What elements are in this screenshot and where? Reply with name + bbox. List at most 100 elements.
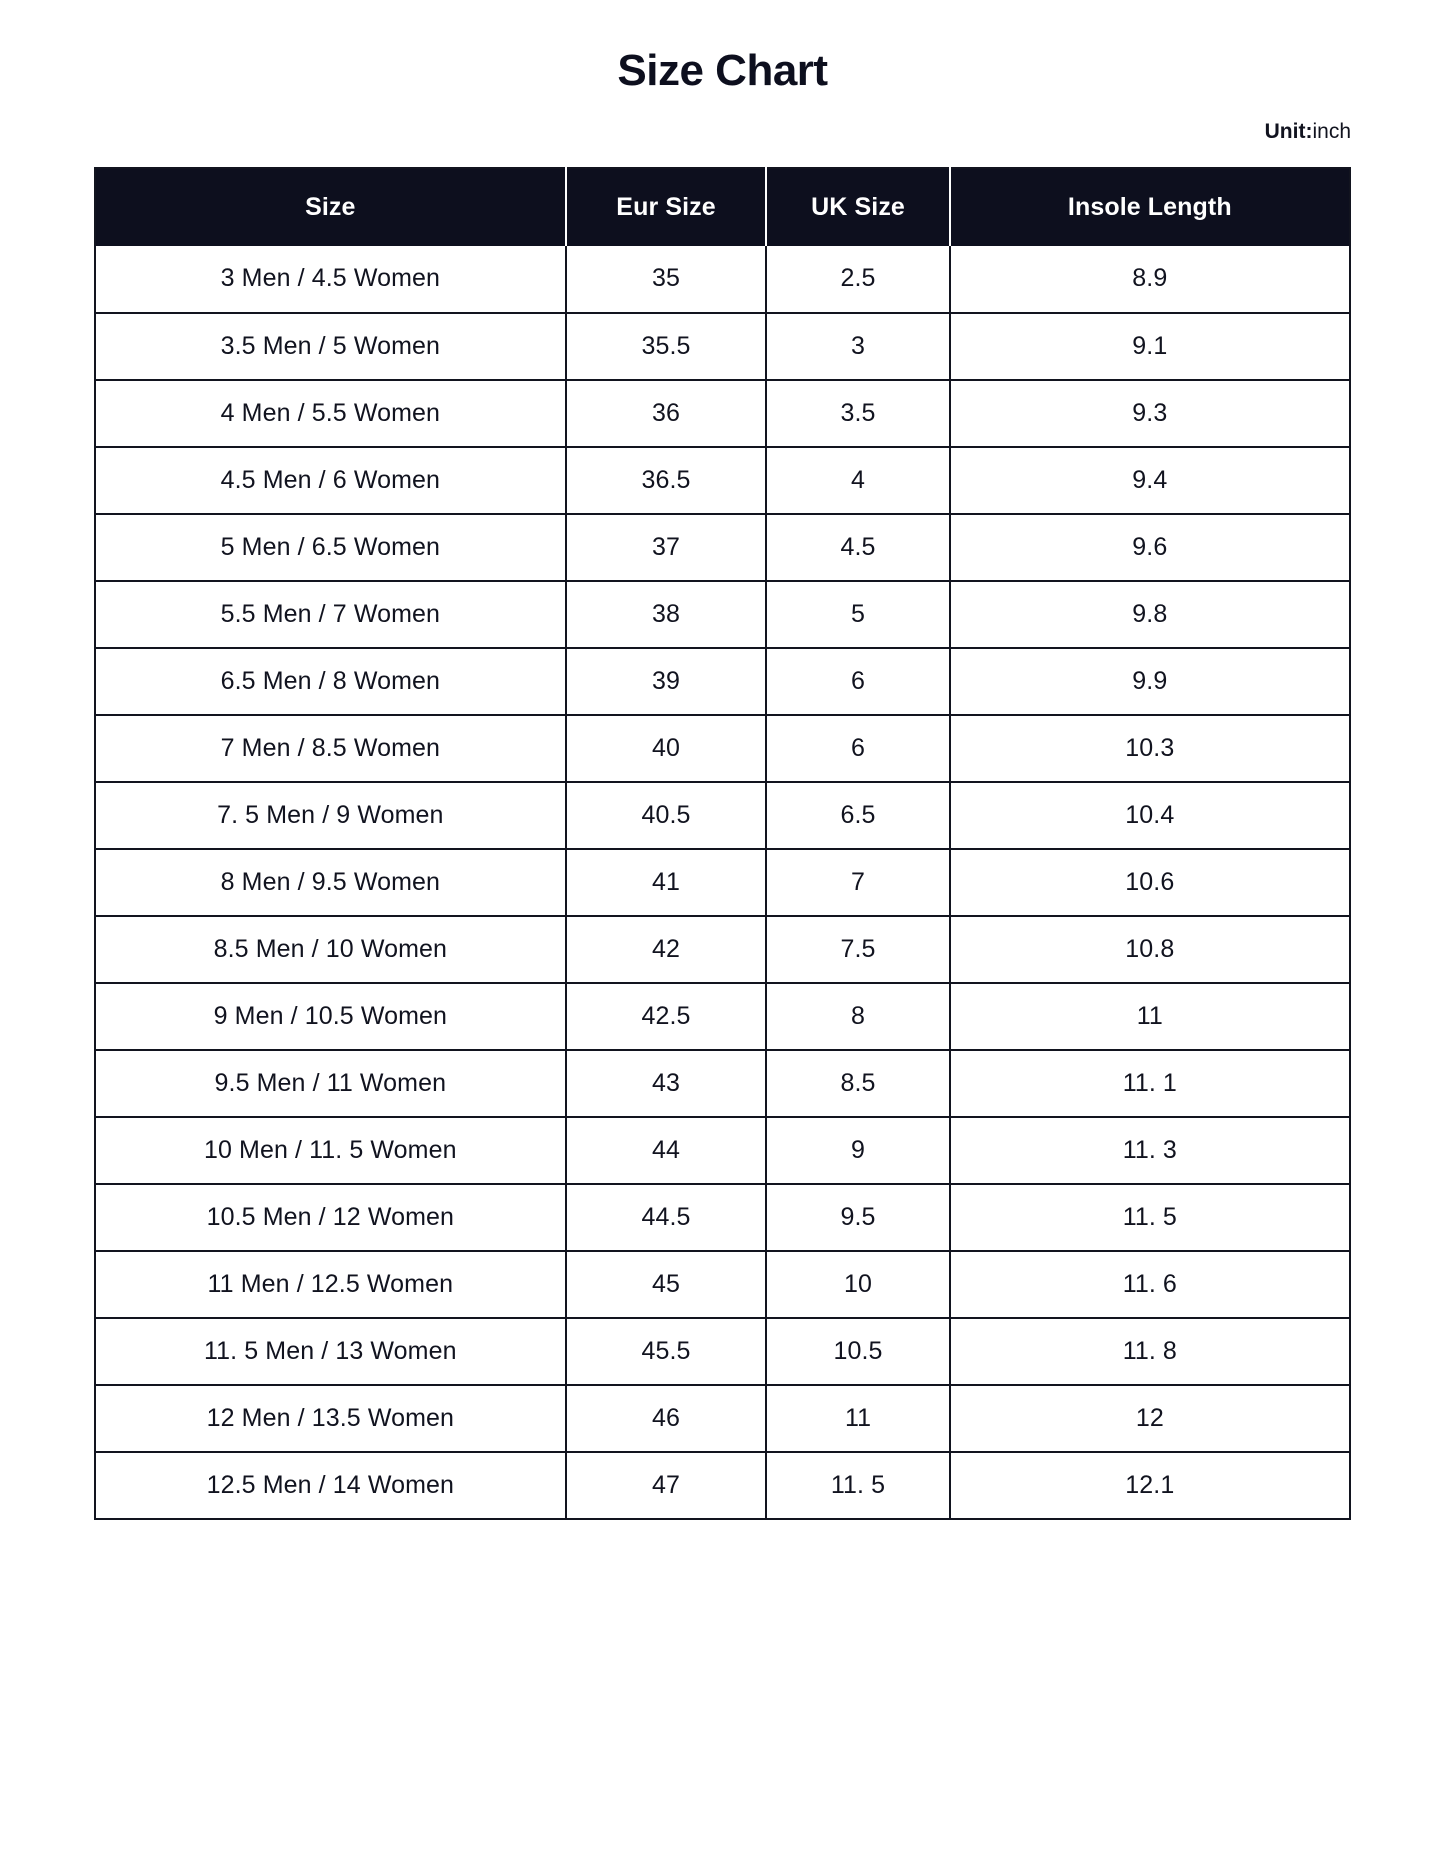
cell-insole-length: 11. 3 bbox=[949, 1115, 1350, 1184]
cell-eur-size: 41 bbox=[565, 847, 768, 916]
table-row: 9 Men / 10.5 Women 42.5 8 11 bbox=[95, 981, 1350, 1050]
cell-insole-length: 10.6 bbox=[949, 847, 1350, 916]
cell-uk-size: 3.5 bbox=[766, 378, 951, 447]
cell-uk-size: 6.5 bbox=[766, 780, 951, 849]
cell-insole-length: 9.6 bbox=[949, 512, 1350, 581]
cell-eur-size: 42 bbox=[565, 914, 768, 983]
table-row: 12 Men / 13.5 Women 46 11 12 bbox=[95, 1383, 1350, 1452]
cell-eur-size: 40.5 bbox=[565, 780, 768, 849]
size-chart-table: Size Eur Size UK Size Insole Length 3 Me… bbox=[94, 166, 1351, 1520]
cell-eur-size: 43 bbox=[565, 1048, 768, 1117]
table-row: 3 Men / 4.5 Women 35 2.5 8.9 bbox=[95, 245, 1350, 313]
cell-size: 8.5 Men / 10 Women bbox=[95, 914, 567, 983]
cell-size: 4 Men / 5.5 Women bbox=[95, 378, 567, 447]
table-row: 6.5 Men / 8 Women 39 6 9.9 bbox=[95, 646, 1350, 715]
table-row: 4.5 Men / 6 Women 36.5 4 9.4 bbox=[95, 445, 1350, 514]
cell-eur-size: 45.5 bbox=[565, 1316, 768, 1385]
cell-eur-size: 45 bbox=[565, 1249, 768, 1318]
table-row: 8.5 Men / 10 Women 42 7.5 10.8 bbox=[95, 914, 1350, 983]
cell-uk-size: 4 bbox=[766, 445, 951, 514]
cell-eur-size: 35.5 bbox=[565, 311, 768, 380]
cell-uk-size: 6 bbox=[766, 646, 951, 715]
cell-size: 12 Men / 13.5 Women bbox=[95, 1383, 567, 1452]
cell-eur-size: 40 bbox=[565, 713, 768, 782]
cell-insole-length: 9.3 bbox=[949, 378, 1350, 447]
cell-eur-size: 44.5 bbox=[565, 1182, 768, 1251]
cell-uk-size: 3 bbox=[766, 311, 951, 380]
cell-insole-length: 9.4 bbox=[949, 445, 1350, 514]
table-row: 7. 5 Men / 9 Women 40.5 6.5 10.4 bbox=[95, 780, 1350, 849]
cell-uk-size: 8 bbox=[766, 981, 951, 1050]
cell-insole-length: 11 bbox=[949, 981, 1350, 1050]
cell-insole-length: 11. 8 bbox=[949, 1316, 1350, 1385]
cell-eur-size: 47 bbox=[565, 1450, 768, 1519]
cell-uk-size: 6 bbox=[766, 713, 951, 782]
cell-size: 12.5 Men / 14 Women bbox=[95, 1450, 567, 1519]
cell-size: 11. 5 Men / 13 Women bbox=[95, 1316, 567, 1385]
cell-uk-size: 9.5 bbox=[766, 1182, 951, 1251]
column-header-size: Size bbox=[95, 167, 567, 246]
column-header-eur-size: Eur Size bbox=[565, 167, 768, 246]
table-row: 5.5 Men / 7 Women 38 5 9.8 bbox=[95, 579, 1350, 648]
cell-uk-size: 9 bbox=[766, 1115, 951, 1184]
table-row: 4 Men / 5.5 Women 36 3.5 9.3 bbox=[95, 378, 1350, 447]
cell-eur-size: 36.5 bbox=[565, 445, 768, 514]
table-row: 10.5 Men / 12 Women 44.5 9.5 11. 5 bbox=[95, 1182, 1350, 1251]
cell-eur-size: 37 bbox=[565, 512, 768, 581]
cell-insole-length: 11. 5 bbox=[949, 1182, 1350, 1251]
cell-size: 3.5 Men / 5 Women bbox=[95, 311, 567, 380]
cell-uk-size: 2.5 bbox=[766, 245, 951, 313]
table-row: 11. 5 Men / 13 Women 45.5 10.5 11. 8 bbox=[95, 1316, 1350, 1385]
table-row: 10 Men / 11. 5 Women 44 9 11. 3 bbox=[95, 1115, 1350, 1184]
cell-size: 8 Men / 9.5 Women bbox=[95, 847, 567, 916]
cell-eur-size: 42.5 bbox=[565, 981, 768, 1050]
cell-uk-size: 11 bbox=[766, 1383, 951, 1452]
cell-eur-size: 46 bbox=[565, 1383, 768, 1452]
cell-size: 11 Men / 12.5 Women bbox=[95, 1249, 567, 1318]
cell-uk-size: 11. 5 bbox=[766, 1450, 951, 1519]
cell-insole-length: 12.1 bbox=[949, 1450, 1350, 1519]
table-row: 3.5 Men / 5 Women 35.5 3 9.1 bbox=[95, 311, 1350, 380]
cell-uk-size: 7 bbox=[766, 847, 951, 916]
cell-uk-size: 8.5 bbox=[766, 1048, 951, 1117]
cell-size: 9.5 Men / 11 Women bbox=[95, 1048, 567, 1117]
cell-size: 3 Men / 4.5 Women bbox=[95, 245, 567, 313]
column-header-uk-size: UK Size bbox=[766, 167, 951, 246]
table-row: 11 Men / 12.5 Women 45 10 11. 6 bbox=[95, 1249, 1350, 1318]
cell-uk-size: 4.5 bbox=[766, 512, 951, 581]
cell-eur-size: 35 bbox=[565, 245, 768, 313]
cell-size: 7 Men / 8.5 Women bbox=[95, 713, 567, 782]
table-row: 7 Men / 8.5 Women 40 6 10.3 bbox=[95, 713, 1350, 782]
cell-eur-size: 44 bbox=[565, 1115, 768, 1184]
table-header-row: Size Eur Size UK Size Insole Length bbox=[95, 167, 1350, 246]
page-title: Size Chart bbox=[617, 46, 828, 95]
cell-uk-size: 10.5 bbox=[766, 1316, 951, 1385]
cell-insole-length: 10.4 bbox=[949, 780, 1350, 849]
table-body: 3 Men / 4.5 Women 35 2.5 8.9 3.5 Men / 5 Wom… bbox=[95, 245, 1350, 1519]
table-row: 5 Men / 6.5 Women 37 4.5 9.6 bbox=[95, 512, 1350, 581]
cell-uk-size: 5 bbox=[766, 579, 951, 648]
cell-eur-size: 36 bbox=[565, 378, 768, 447]
column-header-insole-length: Insole Length bbox=[1067, 192, 1232, 221]
cell-size: 4.5 Men / 6 Women bbox=[95, 445, 567, 514]
cell-insole-length: 11. 6 bbox=[949, 1249, 1350, 1318]
cell-size: 5 Men / 6.5 Women bbox=[95, 512, 567, 581]
table-header: Size Eur Size UK Size Insole Length bbox=[95, 167, 1350, 246]
cell-size: 10.5 Men / 12 Women bbox=[95, 1182, 567, 1251]
cell-insole-length: 10.3 bbox=[949, 713, 1350, 782]
cell-insole-length: 9.9 bbox=[949, 646, 1350, 715]
table-row: 12.5 Men / 14 Women 47 11. 5 12.1 bbox=[95, 1450, 1350, 1519]
size-chart-table-container: Size Eur Size UK Size Insole Length 3 Me… bbox=[0, 145, 1445, 1520]
cell-insole-length: 9.8 bbox=[949, 579, 1350, 648]
unit-label: Unit: bbox=[1264, 120, 1313, 144]
cell-eur-size: 39 bbox=[565, 646, 768, 715]
cell-size: 7. 5 Men / 9 Women bbox=[95, 780, 567, 849]
cell-insole-length: 12 bbox=[949, 1383, 1350, 1452]
cell-insole-length: 8.9 bbox=[1132, 264, 1168, 293]
cell-insole-length: 11. 1 bbox=[949, 1048, 1350, 1117]
cell-size: 6.5 Men / 8 Women bbox=[95, 646, 567, 715]
unit-value: inch bbox=[1312, 120, 1351, 144]
cell-insole-length: 10.8 bbox=[949, 914, 1350, 983]
cell-size: 5.5 Men / 7 Women bbox=[95, 579, 567, 648]
